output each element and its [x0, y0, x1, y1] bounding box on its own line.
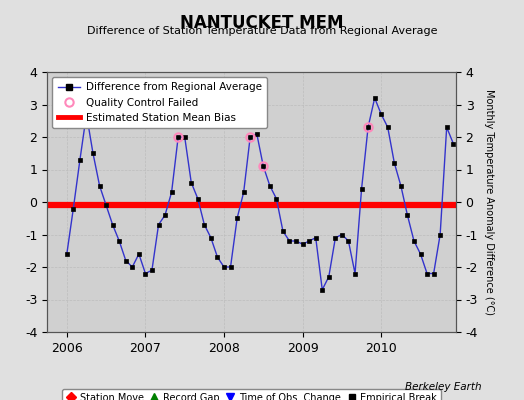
Text: NANTUCKET MEM: NANTUCKET MEM [180, 14, 344, 32]
Legend: Station Move, Record Gap, Time of Obs. Change, Empirical Break: Station Move, Record Gap, Time of Obs. C… [62, 389, 441, 400]
Text: Difference of Station Temperature Data from Regional Average: Difference of Station Temperature Data f… [87, 26, 437, 36]
Text: Berkeley Earth: Berkeley Earth [406, 382, 482, 392]
Y-axis label: Monthly Temperature Anomaly Difference (°C): Monthly Temperature Anomaly Difference (… [484, 89, 494, 315]
